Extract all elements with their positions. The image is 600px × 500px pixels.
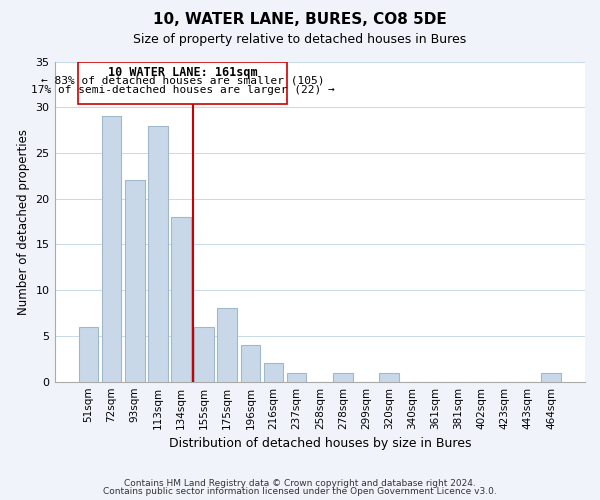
Y-axis label: Number of detached properties: Number of detached properties: [17, 128, 30, 314]
Bar: [102, 116, 121, 382]
Bar: [194, 327, 214, 382]
Text: 10 WATER LANE: 161sqm: 10 WATER LANE: 161sqm: [108, 66, 257, 78]
Text: Contains HM Land Registry data © Crown copyright and database right 2024.: Contains HM Land Registry data © Crown c…: [124, 478, 476, 488]
Text: 17% of semi-detached houses are larger (22) →: 17% of semi-detached houses are larger (…: [31, 86, 335, 96]
Bar: [541, 372, 561, 382]
Bar: [287, 372, 307, 382]
X-axis label: Distribution of detached houses by size in Bures: Distribution of detached houses by size …: [169, 437, 471, 450]
Bar: [217, 308, 237, 382]
Text: Contains public sector information licensed under the Open Government Licence v3: Contains public sector information licen…: [103, 487, 497, 496]
Bar: [263, 364, 283, 382]
Bar: [379, 372, 399, 382]
Text: 10, WATER LANE, BURES, CO8 5DE: 10, WATER LANE, BURES, CO8 5DE: [153, 12, 447, 28]
FancyBboxPatch shape: [78, 62, 287, 104]
Bar: [125, 180, 145, 382]
Bar: [79, 327, 98, 382]
Bar: [241, 345, 260, 382]
Text: Size of property relative to detached houses in Bures: Size of property relative to detached ho…: [133, 32, 467, 46]
Bar: [148, 126, 167, 382]
Bar: [333, 372, 353, 382]
Text: ← 83% of detached houses are smaller (105): ← 83% of detached houses are smaller (10…: [41, 76, 325, 86]
Bar: [171, 217, 191, 382]
